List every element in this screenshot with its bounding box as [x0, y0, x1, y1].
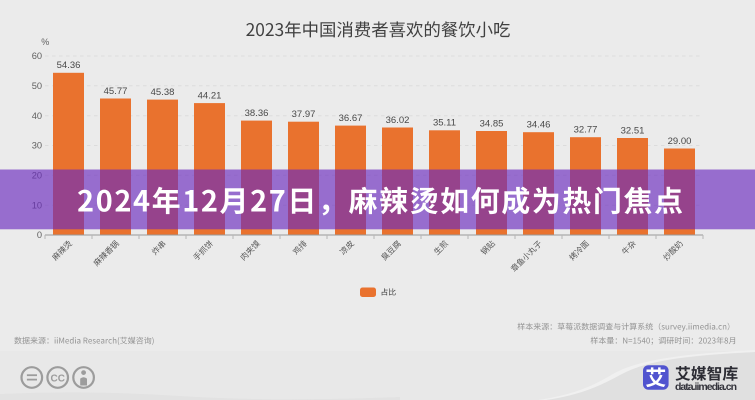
svg-text:35.11: 35.11: [433, 118, 456, 129]
svg-text:50: 50: [32, 81, 42, 91]
svg-text:data.iimedia.cn: data.iimedia.cn: [675, 381, 737, 393]
svg-text:45.77: 45.77: [104, 86, 128, 97]
svg-text:60: 60: [32, 51, 42, 61]
svg-text:45.38: 45.38: [151, 87, 175, 98]
svg-text:37.97: 37.97: [292, 109, 316, 120]
svg-text:CC: CC: [50, 373, 64, 384]
svg-text:32.77: 32.77: [574, 125, 598, 136]
svg-text:36.02: 36.02: [386, 115, 410, 126]
svg-text:29.00: 29.00: [668, 136, 692, 147]
svg-text:44.21: 44.21: [198, 91, 222, 102]
svg-text:38.36: 38.36: [245, 108, 269, 119]
svg-text:54.36: 54.36: [57, 60, 81, 71]
svg-text:32.51: 32.51: [621, 125, 645, 136]
svg-text:34.85: 34.85: [480, 118, 504, 129]
svg-text:30: 30: [32, 141, 42, 151]
svg-text:0: 0: [37, 230, 42, 240]
svg-text:%: %: [41, 37, 49, 47]
svg-text:34.46: 34.46: [527, 120, 551, 131]
svg-text:36.67: 36.67: [339, 113, 363, 124]
svg-text:40: 40: [32, 111, 42, 121]
